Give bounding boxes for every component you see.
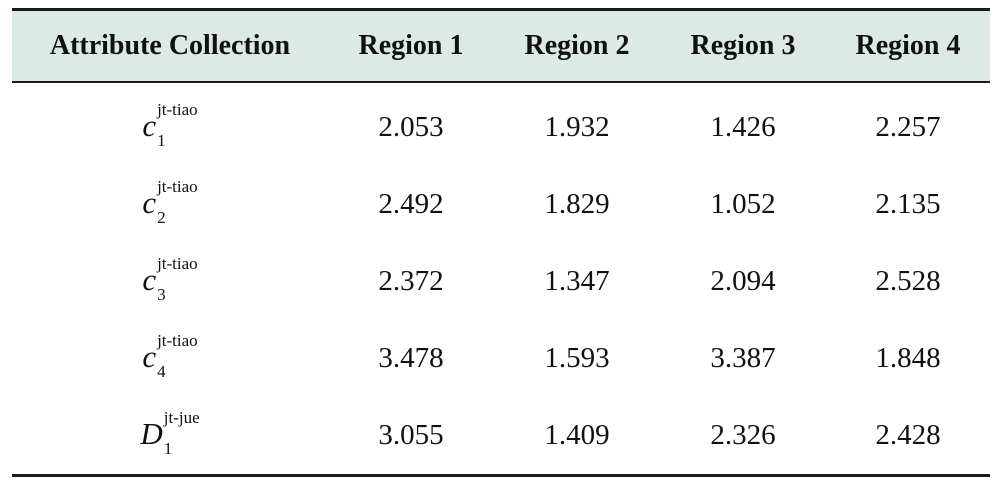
attribute-cell: c jt-tiao 1 — [12, 82, 328, 166]
value-cell: 1.426 — [710, 111, 776, 143]
table-body: c jt-tiao 1 2.053 1.932 1.426 2.257 c jt-ti… — [12, 82, 990, 477]
attribute-symbol: c jt-tiao 1 — [142, 101, 197, 151]
value-cell: 2.326 — [660, 397, 826, 477]
value-cell: 1.347 — [544, 265, 610, 297]
attribute-base: c — [142, 261, 157, 297]
value-cell: 2.135 — [875, 188, 941, 220]
value-cell: 1.409 — [494, 397, 660, 477]
value-cell: 2.528 — [875, 265, 941, 297]
value-cell: 1.593 — [544, 342, 610, 374]
attribute-subscript: 3 — [157, 285, 166, 305]
value-cell: 2.428 — [826, 397, 990, 477]
attribute-superscript: jt-tiao — [157, 100, 198, 120]
attribute-cell: c jt-tiao 3 — [12, 243, 328, 320]
header-region-4: Region 4 — [826, 8, 990, 83]
header-row: Attribute Collection Region 1 Region 2 R… — [12, 8, 990, 83]
attribute-subscript: 4 — [157, 362, 166, 382]
value-cell: 1.932 — [544, 111, 610, 143]
attribute-base: D — [140, 415, 163, 451]
attribute-cell: c jt-tiao 4 — [12, 320, 328, 397]
attribute-symbol: c jt-tiao 2 — [142, 178, 197, 228]
table-row: c jt-tiao 1 2.053 1.932 1.426 2.257 — [12, 82, 990, 166]
attribute-subscript: 2 — [157, 208, 166, 228]
data-table: Attribute Collection Region 1 Region 2 R… — [12, 8, 990, 477]
attribute-base: c — [142, 184, 157, 220]
header-region-2: Region 2 — [494, 8, 660, 83]
value-cell: 2.094 — [710, 265, 776, 297]
attribute-subscript: 1 — [163, 439, 173, 459]
data-table-container: Attribute Collection Region 1 Region 2 R… — [12, 8, 990, 477]
value-cell: 1.829 — [544, 188, 610, 220]
value-cell: 1.848 — [875, 342, 941, 374]
value-cell: 2.053 — [378, 111, 444, 143]
value-cell: 3.055 — [328, 397, 494, 477]
value-cell: 2.372 — [378, 265, 444, 297]
attribute-superscript: jt-jue — [163, 408, 200, 428]
header-attribute-collection: Attribute Collection — [12, 8, 328, 83]
value-cell: 2.257 — [875, 111, 941, 143]
attribute-base: c — [142, 107, 157, 143]
table-header: Attribute Collection Region 1 Region 2 R… — [12, 8, 990, 83]
attribute-symbol: c jt-tiao 3 — [142, 255, 197, 305]
value-cell: 3.478 — [378, 342, 444, 374]
table-row: c jt-tiao 3 2.372 1.347 2.094 2.528 — [12, 243, 990, 320]
table-row: c jt-tiao 4 3.478 1.593 3.387 1.848 — [12, 320, 990, 397]
value-cell: 3.387 — [710, 342, 776, 374]
table-row: c jt-tiao 2 2.492 1.829 1.052 2.135 — [12, 166, 990, 243]
value-cell: 1.052 — [710, 188, 776, 220]
value-cell: 2.492 — [378, 188, 444, 220]
attribute-subscript: 1 — [157, 131, 166, 151]
attribute-base: c — [142, 338, 157, 374]
header-region-1: Region 1 — [328, 8, 494, 83]
attribute-superscript: jt-tiao — [157, 177, 198, 197]
attribute-symbol: c jt-tiao 4 — [142, 332, 197, 382]
attribute-cell: c jt-tiao 2 — [12, 166, 328, 243]
header-region-3: Region 3 — [660, 8, 826, 83]
attribute-superscript: jt-tiao — [157, 254, 198, 274]
attribute-superscript: jt-tiao — [157, 331, 198, 351]
